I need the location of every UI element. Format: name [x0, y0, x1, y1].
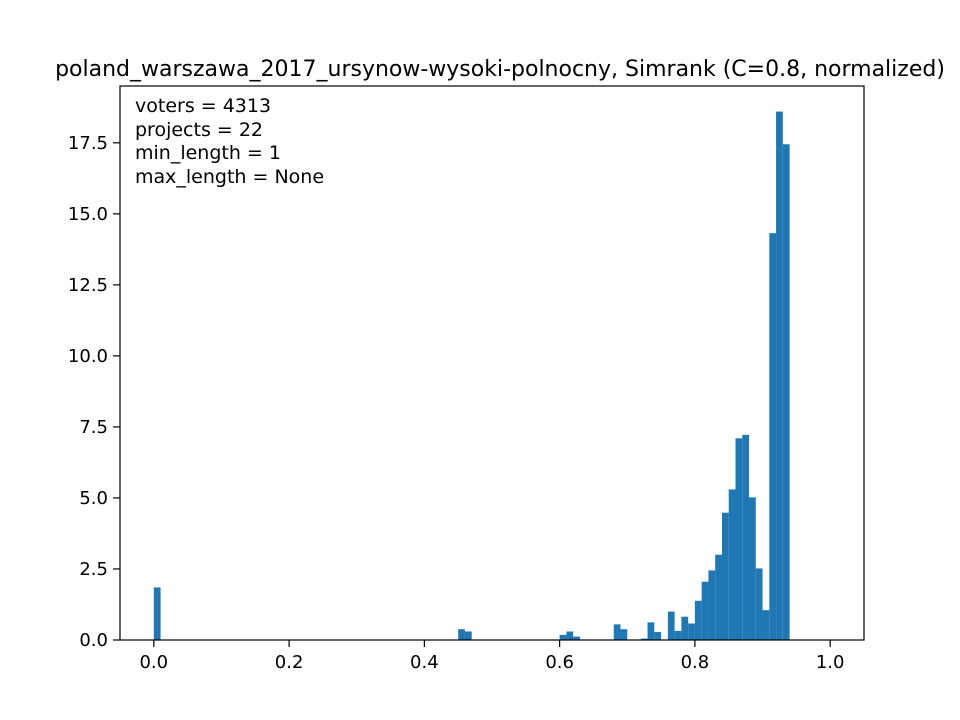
y-tick-label: 2.5 [79, 559, 108, 580]
annotation-max-length: max_length = None [135, 166, 324, 188]
histogram-bar [742, 434, 750, 640]
x-tick-label: 0.0 [139, 652, 168, 673]
histogram-bar [620, 629, 628, 640]
y-tick-label: 0.0 [79, 630, 108, 651]
y-tick-label: 7.5 [79, 417, 108, 438]
histogram-bar [749, 497, 756, 640]
histogram-bar [640, 638, 648, 640]
histogram-bar [559, 634, 567, 640]
stats-annotation: voters = 4313 projects = 22 min_length =… [135, 95, 324, 188]
histogram-bar [667, 611, 675, 640]
y-axis: 0.0 2.5 5.0 7.5 10.0 12.5 15.0 17.5 [68, 133, 120, 651]
y-tick-label: 15.0 [68, 204, 108, 225]
x-axis: 0.0 0.2 0.4 0.6 0.8 1.0 [139, 640, 845, 673]
annotation-min-length: min_length = 1 [135, 142, 281, 164]
x-tick-label: 0.2 [275, 652, 304, 673]
y-tick-label: 5.0 [79, 488, 108, 509]
histogram-bar [674, 630, 682, 640]
histogram-bar [613, 624, 621, 640]
histogram-bar [566, 631, 574, 640]
histogram-bar [708, 570, 716, 640]
histogram-bar [755, 568, 763, 640]
histogram-bar [776, 111, 783, 640]
histogram-bar [769, 233, 777, 641]
histogram-bar [464, 631, 472, 640]
x-tick-label: 0.4 [410, 652, 439, 673]
histogram-bar [715, 554, 722, 640]
histogram-bar [458, 629, 465, 640]
histogram-bar [647, 622, 655, 640]
histogram-bar [721, 512, 729, 640]
x-tick-label: 0.6 [545, 652, 574, 673]
histogram-bar [735, 438, 743, 640]
x-tick-label: 1.0 [816, 652, 845, 673]
plot-frame [119, 85, 865, 641]
x-tick-label: 0.8 [681, 652, 710, 673]
y-tick-label: 12.5 [68, 275, 108, 296]
annotation-voters: voters = 4313 [135, 95, 271, 117]
histogram-bar [573, 636, 580, 640]
histogram-bar [654, 632, 662, 640]
histogram-bar [681, 616, 689, 640]
y-tick-label: 10.0 [68, 346, 108, 367]
histogram-bars [153, 111, 790, 641]
histogram-bar [153, 587, 161, 640]
chart-title: poland_warszawa_2017_ursynow-wysoki-poln… [55, 57, 945, 82]
histogram-bar [701, 581, 709, 640]
histogram-bar [688, 623, 695, 640]
histogram-bar [782, 144, 790, 641]
annotation-projects: projects = 22 [135, 119, 263, 141]
histogram-bar [762, 610, 770, 640]
histogram-bar [728, 489, 736, 640]
y-tick-label: 17.5 [68, 133, 108, 154]
histogram-bar [694, 600, 702, 640]
